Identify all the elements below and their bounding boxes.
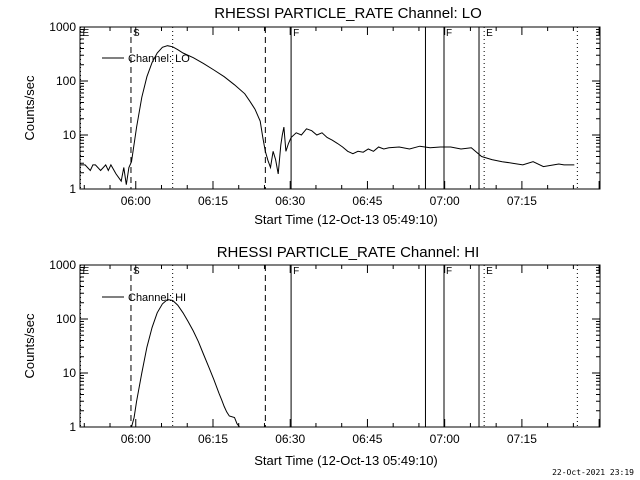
marker-label: E [486, 266, 493, 277]
x-axis-ticks: 06:00 06:15 06:30 06:45 07:00 07:15 [83, 265, 600, 446]
x-tick-label: 07:15 [507, 432, 537, 446]
chart-title: RHESSI PARTICLE_RATE Channel: LO [214, 5, 482, 22]
x-tick-label: 06:15 [198, 432, 228, 446]
x-tick-label: 06:00 [121, 432, 151, 446]
marker-label: F [293, 28, 299, 39]
marker-label: F [446, 28, 452, 39]
y-axis-label: Counts/sec [22, 313, 37, 379]
marker-label: F [446, 266, 452, 277]
y-tick-label: 10 [63, 128, 77, 142]
x-axis-label: Start Time (12-Oct-13 05:49:10) [254, 212, 438, 227]
y-tick-label: 1000 [49, 258, 76, 272]
series-line-lo [80, 45, 575, 185]
y-axis-ticks: 1 10 100 1000 [49, 258, 600, 434]
marker-label: S [133, 266, 140, 277]
marker-label: E [83, 28, 90, 39]
x-axis-label: Start Time (12-Oct-13 05:49:10) [254, 453, 438, 468]
x-tick-label: 06:00 [121, 194, 151, 208]
y-tick-label: 1 [69, 182, 76, 196]
x-tick-label: 06:45 [352, 194, 382, 208]
x-tick-label: 06:30 [275, 432, 305, 446]
generated-timestamp: 22-Oct-2021 23:19 [552, 468, 634, 477]
x-axis-ticks: 06:00 06:15 06:30 06:45 07:00 07:15 [83, 27, 600, 208]
x-tick-label: 07:00 [430, 432, 460, 446]
marker-label: S [133, 28, 140, 39]
y-tick-label: 100 [56, 74, 76, 88]
chart-title: RHESSI PARTICLE_RATE Channel: HI [217, 244, 480, 261]
y-tick-label: 1000 [49, 20, 76, 34]
chart-hi: RHESSI PARTICLE_RATE Channel: HI E S F F E 1… [22, 244, 601, 468]
y-tick-label: 1 [69, 420, 76, 434]
x-tick-label: 06:30 [275, 194, 305, 208]
legend-label: Channel: LO [128, 53, 190, 65]
x-tick-label: 07:15 [507, 194, 537, 208]
marker-label: F [293, 266, 299, 277]
plot-frame [79, 264, 601, 428]
plot-frame [79, 26, 601, 190]
marker-label: E [486, 28, 493, 39]
x-tick-label: 06:15 [198, 194, 228, 208]
x-tick-label: 06:45 [352, 432, 382, 446]
series-line-hi [131, 298, 240, 428]
marker-label: E [83, 266, 90, 277]
chart-lo: RHESSI PARTICLE_RATE Channel: LO E S F F E 1… [22, 5, 601, 227]
y-tick-label: 100 [56, 312, 76, 326]
legend-label: Channel: HI [128, 292, 186, 304]
y-axis-ticks: 1 10 100 1000 [49, 20, 600, 196]
y-axis-label: Counts/sec [22, 75, 37, 141]
y-tick-label: 10 [63, 366, 77, 380]
x-tick-label: 07:00 [430, 194, 460, 208]
